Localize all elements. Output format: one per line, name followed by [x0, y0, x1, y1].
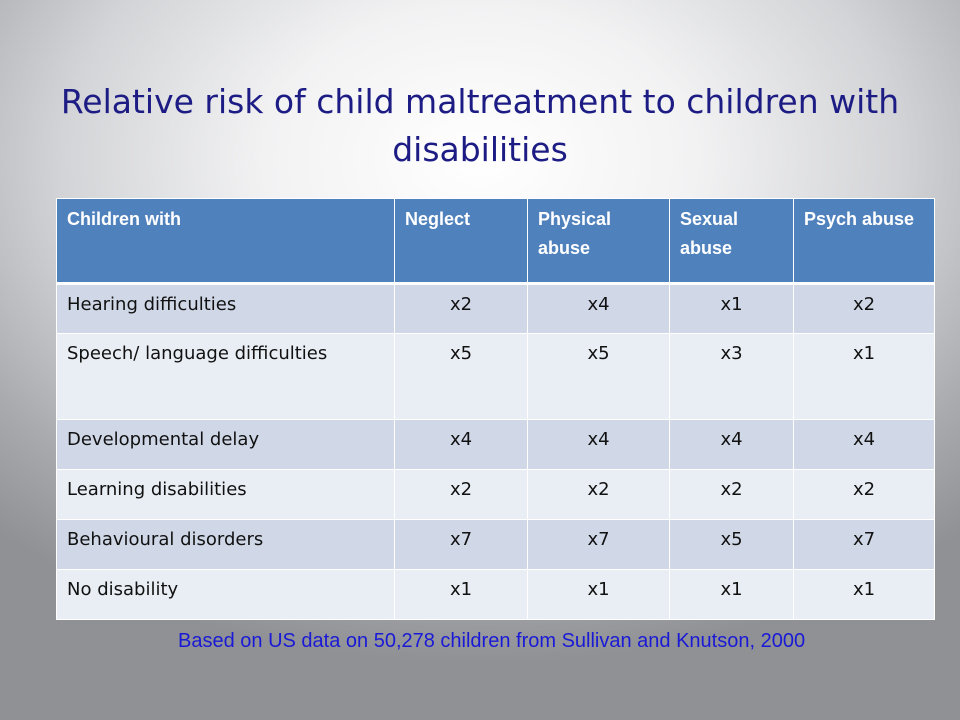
source-caption: Based on US data on 50,278 children from… [178, 630, 806, 652]
table-row: No disability x1 x1 x1 x1 [56, 569, 935, 620]
sexual-abuse-value: x1 [669, 283, 794, 334]
sexual-abuse-value: x1 [669, 569, 794, 620]
neglect-value: x1 [394, 569, 528, 620]
row-label: Behavioural disorders [56, 519, 395, 570]
table-header-row: Children with Neglect Physical abuse Sex… [56, 198, 935, 285]
table-row: Developmental delay x4 x4 x4 x4 [56, 419, 935, 470]
header-children-with: Children with [56, 198, 395, 285]
neglect-value: x2 [394, 469, 528, 520]
neglect-value: x5 [394, 333, 528, 420]
sexual-abuse-value: x4 [669, 419, 794, 470]
row-label: No disability [56, 569, 395, 620]
psych-abuse-value: x1 [793, 569, 935, 620]
header-sexual-abuse: Sexual abuse [669, 198, 794, 285]
sexual-abuse-value: x3 [669, 333, 794, 420]
row-label: Developmental delay [56, 419, 395, 470]
risk-table: Children with Neglect Physical abuse Sex… [56, 198, 935, 620]
psych-abuse-value: x2 [793, 283, 935, 334]
psych-abuse-value: x1 [793, 333, 935, 420]
neglect-value: x7 [394, 519, 528, 570]
physical-abuse-value: x1 [527, 569, 670, 620]
row-label: Learning disabilities [56, 469, 395, 520]
physical-abuse-value: x4 [527, 419, 670, 470]
row-label: Hearing difficulties [56, 283, 395, 334]
header-psych-abuse: Psych abuse [793, 198, 935, 285]
sexual-abuse-value: x5 [669, 519, 794, 570]
header-physical-abuse: Physical abuse [527, 198, 670, 285]
neglect-value: x2 [394, 283, 528, 334]
physical-abuse-value: x2 [527, 469, 670, 520]
table-row: Learning disabilities x2 x2 x2 x2 [56, 469, 935, 520]
neglect-value: x4 [394, 419, 528, 470]
table-row: Speech/ language difficulties x5 x5 x3 x… [56, 333, 935, 420]
physical-abuse-value: x5 [527, 333, 670, 420]
table-row: Behavioural disorders x7 x7 x5 x7 [56, 519, 935, 570]
psych-abuse-value: x7 [793, 519, 935, 570]
row-label: Speech/ language difficulties [56, 333, 395, 420]
psych-abuse-value: x4 [793, 419, 935, 470]
sexual-abuse-value: x2 [669, 469, 794, 520]
slide-title: Relative risk of child maltreatment to c… [60, 82, 900, 169]
physical-abuse-value: x4 [527, 283, 670, 334]
psych-abuse-value: x2 [793, 469, 935, 520]
table-row: Hearing difficulties x2 x4 x1 x2 [56, 283, 935, 334]
header-neglect: Neglect [394, 198, 528, 285]
physical-abuse-value: x7 [527, 519, 670, 570]
